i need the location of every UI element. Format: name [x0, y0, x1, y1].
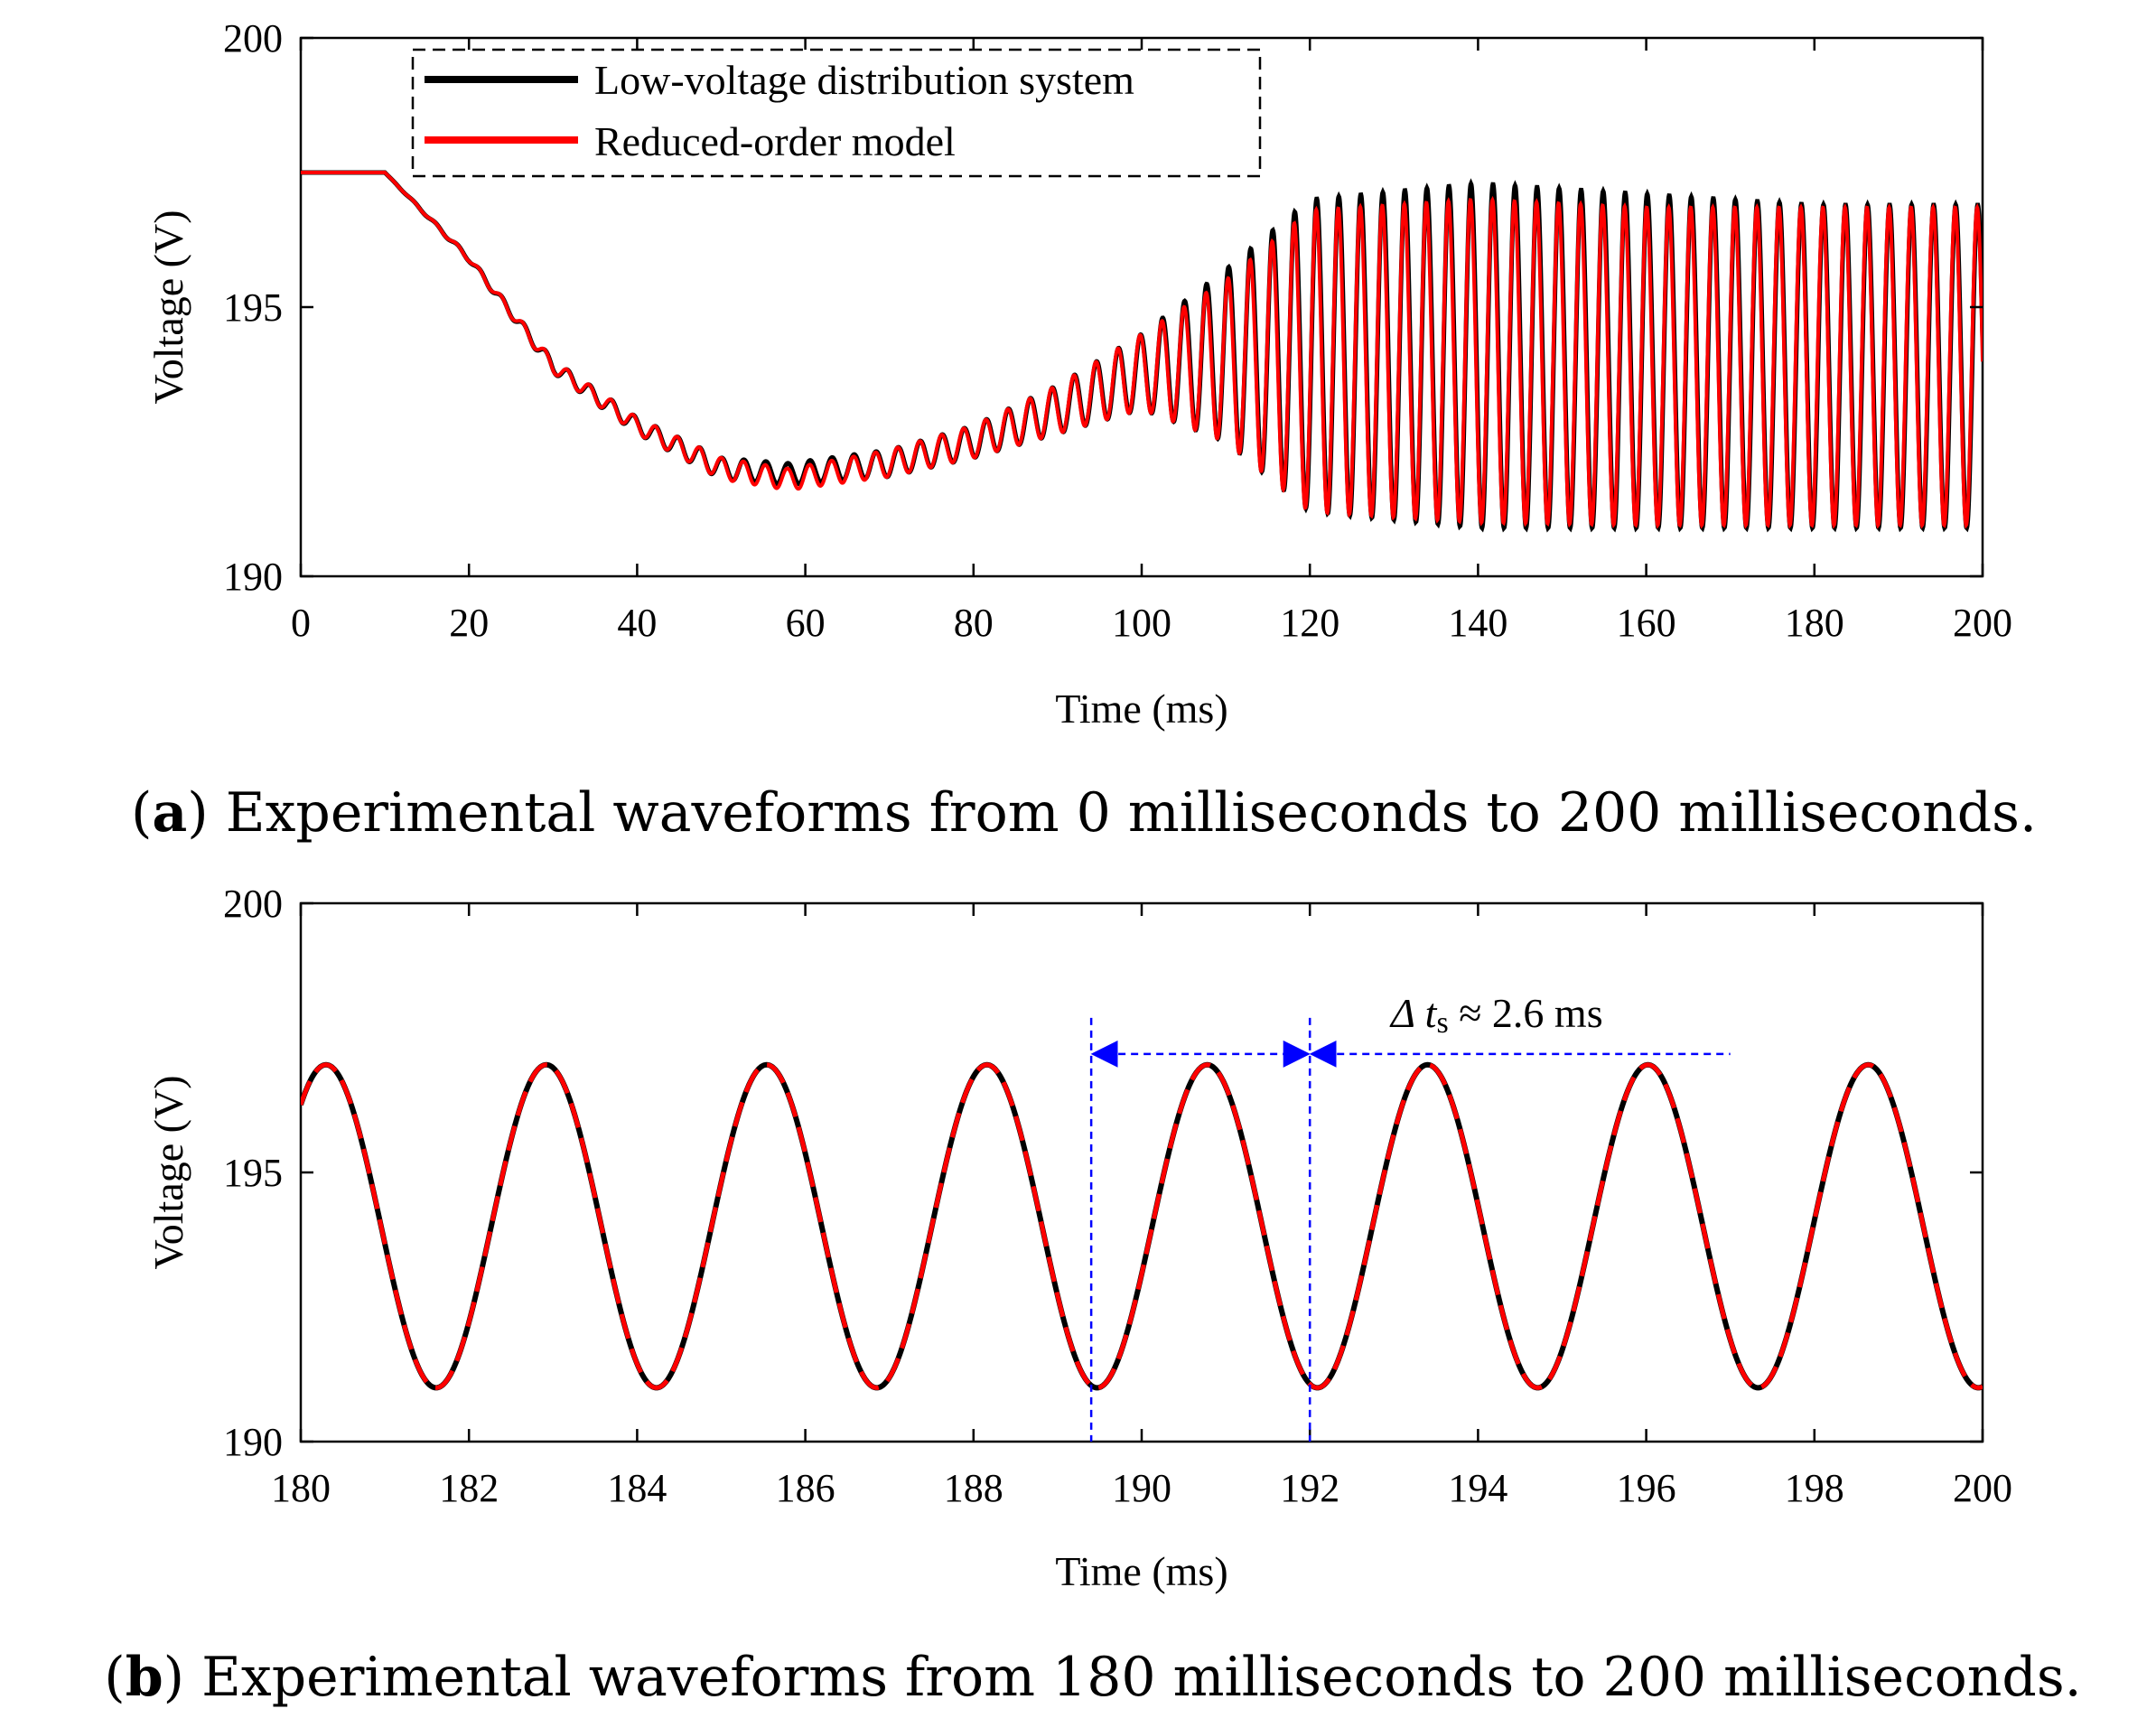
- chart-b: 180 182 184 186 188 190 192 194 196 198 200 190 195…: [104, 882, 2081, 1709]
- chart-b-caption-text: Experimental waveforms from 180 millisec…: [184, 1646, 2082, 1709]
- legend-frame: [411, 48, 1262, 178]
- chart-a-series-group: [301, 170, 1983, 533]
- delta-ts-subscript: s: [1436, 1006, 1448, 1040]
- chart-a-ytick-label: 195: [223, 285, 283, 330]
- chart-b-xtick-label: 190: [1112, 1466, 1171, 1510]
- chart-a-xtick-label: 140: [1448, 601, 1507, 645]
- chart-b-xtick-label: 188: [944, 1466, 1003, 1510]
- chart-b-caption-letter: b: [126, 1646, 163, 1709]
- chart-a-xtick-label: 160: [1617, 601, 1676, 645]
- chart-b-series-reduced-order: [301, 1062, 1983, 1390]
- chart-a-caption-text: Experimental waveforms from 0 millisecon…: [209, 781, 2037, 845]
- chart-b-xtick-label: 200: [1953, 1466, 2012, 1510]
- chart-b-y-axis-label: Voltage (V): [145, 1075, 191, 1269]
- chart-b-ytick-label: 200: [223, 882, 283, 926]
- chart-b-x-axis-label: Time (ms): [1055, 1548, 1227, 1594]
- chart-b-caption: (b) Experimental waveforms from 180 mill…: [104, 1646, 2081, 1709]
- chart-b-x-ticks: 180 182 184 186 188 190 192 194 196 198 200: [271, 903, 2012, 1510]
- chart-a-x-ticks: 0 20 40 60 80 100 120 140 160 180 200: [291, 38, 2012, 645]
- chart-a-xtick-label: 0: [291, 601, 311, 645]
- chart-a-legend: Low-voltage distribution system Reduced-…: [411, 48, 1262, 178]
- chart-a: 0 20 40 60 80 100 120 140 160 180 200 190 195 200 Ti…: [131, 16, 2037, 845]
- chart-a-xtick-label: 100: [1112, 601, 1171, 645]
- chart-a-xtick-label: 120: [1280, 601, 1339, 645]
- delta-ts-symbol: Δ t: [1389, 990, 1438, 1036]
- chart-b-xtick-label: 182: [439, 1466, 499, 1510]
- chart-b-xtick-label: 180: [271, 1466, 331, 1510]
- chart-b-plot-area: [299, 901, 1984, 1443]
- delta-ts-label: Δ ts ≈ 2.6 ms: [1389, 990, 1603, 1040]
- chart-b-y-ticks: 190 195 200: [223, 882, 1983, 1464]
- chart-a-caption-letter: a: [152, 781, 187, 845]
- chart-a-series-reduced-order: [301, 171, 1983, 529]
- chart-a-caption: (a) Experimental waveforms from 0 millis…: [131, 781, 2037, 845]
- chart-b-series-group: [301, 1061, 1983, 1391]
- chart-b-xtick-label: 186: [776, 1466, 835, 1510]
- chart-a-ytick-label: 200: [223, 16, 283, 61]
- chart-a-xtick-label: 80: [954, 601, 994, 645]
- chart-b-xtick-label: 196: [1617, 1466, 1676, 1510]
- chart-a-y-axis-label: Voltage (V): [145, 210, 191, 404]
- chart-a-xtick-label: 40: [617, 601, 657, 645]
- legend-label-red: Reduced-order model: [594, 118, 956, 164]
- chart-b-ytick-label: 190: [223, 1420, 283, 1464]
- chart-a-ytick-label: 190: [223, 555, 283, 599]
- chart-a-xtick-label: 200: [1953, 601, 2012, 645]
- delta-ts-value: ≈ 2.6 ms: [1449, 990, 1603, 1036]
- chart-b-xtick-label: 184: [607, 1466, 667, 1510]
- chart-a-y-ticks: 190 195 200: [223, 16, 1983, 599]
- chart-b-ytick-label: 195: [223, 1151, 283, 1195]
- chart-b-xtick-label: 198: [1785, 1466, 1844, 1510]
- chart-a-xtick-label: 180: [1785, 601, 1844, 645]
- chart-b-xtick-label: 192: [1280, 1466, 1339, 1510]
- chart-a-x-axis-label: Time (ms): [1055, 686, 1227, 732]
- chart-a-xtick-label: 20: [449, 601, 489, 645]
- chart-b-xtick-label: 194: [1448, 1466, 1507, 1510]
- legend-label-black: Low-voltage distribution system: [594, 57, 1134, 103]
- chart-a-xtick-label: 60: [786, 601, 826, 645]
- chart-b-annotation: [1089, 1017, 1731, 1442]
